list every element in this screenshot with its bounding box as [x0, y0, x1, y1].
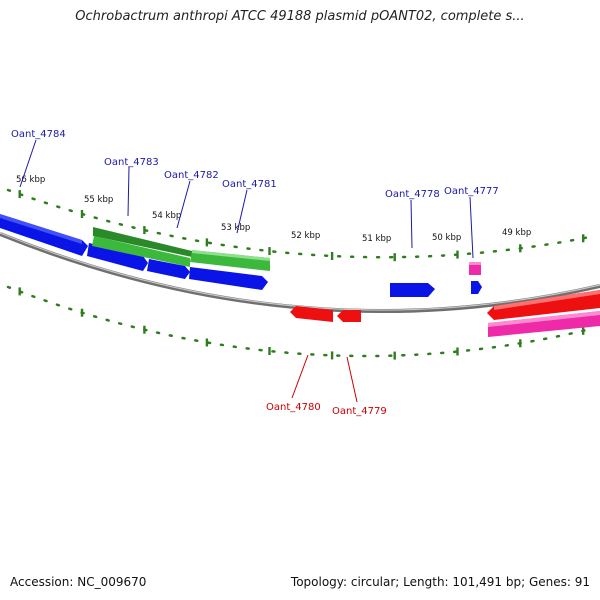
- scale-label-50kbp: 50 kbp: [432, 233, 461, 243]
- gene-oant-4784-shade: [0, 214, 82, 244]
- outer-major-tick: [456, 250, 459, 259]
- callout-line-4783: [127, 166, 130, 217]
- gene-label-oant-4784[interactable]: Oant_4784: [11, 129, 66, 140]
- scale-label-56kbp: 56 kbp: [16, 175, 45, 185]
- outer-major-tick: [582, 234, 585, 243]
- scale-label-49kbp: 49 kbp: [502, 228, 531, 238]
- gene-labels: Oant_4784 Oant_4783 Oant_4782 Oant_4781 …: [11, 129, 499, 417]
- scale-label-55kbp: 55 kbp: [84, 195, 113, 205]
- gene-oant-4781-arrow[interactable]: [189, 267, 268, 290]
- callout-line-4777: [469, 196, 474, 259]
- outer-major-tick: [143, 226, 146, 235]
- gene-oant-4780-arrow[interactable]: [290, 306, 333, 322]
- outer-major-tick: [330, 252, 334, 260]
- map-title: Ochrobactrum anthropi ATCC 49188 plasmid…: [75, 9, 525, 24]
- gene-oant-4782-arrow-green[interactable]: [92, 236, 190, 267]
- gene-oant-4779-arrow[interactable]: [337, 310, 361, 322]
- inner-major-tick: [205, 338, 209, 347]
- scale-label-52kbp: 52 kbp: [291, 231, 320, 241]
- inner-major-tick: [582, 326, 585, 335]
- gene-label-oant-4783[interactable]: Oant_4783: [104, 157, 159, 168]
- inner-major-tick: [143, 325, 146, 334]
- gene-label-oant-4781[interactable]: Oant_4781: [222, 179, 277, 190]
- gene-oant-4782-arrow[interactable]: [147, 259, 190, 279]
- inner-major-tick: [330, 351, 334, 360]
- reverse-strand-features: [290, 290, 600, 337]
- outer-major-tick: [80, 210, 84, 218]
- inner-major-tick: [80, 308, 84, 317]
- gene-oant-4777-arrow[interactable]: [471, 281, 482, 294]
- outer-scale-ring: [6, 188, 597, 259]
- inner-major-tick: [268, 347, 271, 355]
- gene-oant-4778-arrow[interactable]: [390, 283, 435, 297]
- gene-oant-4783-arrow[interactable]: [87, 243, 148, 271]
- inner-major-tick: [519, 339, 522, 348]
- inner-major-tick: [393, 351, 396, 360]
- gene-oant-4781-arrow-green-highlight: [192, 250, 270, 261]
- scale-label-53kbp: 53 kbp: [221, 223, 250, 233]
- callout-line-4781: [236, 189, 248, 234]
- outer-major-tick: [393, 253, 396, 262]
- gene-label-oant-4779[interactable]: Oant_4779: [332, 406, 387, 417]
- gene-label-oant-4777[interactable]: Oant_4777: [444, 186, 499, 197]
- topology-summary: Topology: circular; Length: 101,491 bp; …: [290, 575, 590, 589]
- accession-label: Accession: NC_009670: [10, 575, 147, 589]
- callout-line-4779: [346, 356, 358, 403]
- scale-label-54kbp: 54 kbp: [152, 211, 181, 221]
- gene-oant-4781-arrow-green[interactable]: [190, 250, 270, 271]
- scale-labels: 56 kbp 55 kbp 54 kbp 53 kbp 52 kbp 51 kb…: [16, 175, 531, 244]
- outer-major-tick: [205, 238, 209, 247]
- outer-major-tick: [18, 190, 21, 199]
- outer-major-tick: [268, 247, 271, 256]
- gene-label-oant-4780[interactable]: Oant_4780: [266, 402, 321, 413]
- gene-right-red-arrow-highlight: [494, 290, 600, 310]
- inner-major-tick: [456, 347, 459, 356]
- plasmid-backbone-highlight: [0, 232, 600, 311]
- gene-oant-4777-pink-box-highlight: [469, 262, 481, 265]
- outer-major-tick: [519, 244, 522, 253]
- gene-oant-4783-arrow-green[interactable]: [93, 227, 192, 257]
- callout-line-4782: [176, 180, 191, 229]
- callout-line-4780: [291, 354, 309, 399]
- callout-lines: [19, 139, 474, 403]
- scale-label-51kbp: 51 kbp: [362, 234, 391, 244]
- callout-line-4784: [19, 139, 37, 188]
- callout-line-4778: [410, 199, 413, 249]
- gene-oant-4777-pink-box[interactable]: [469, 262, 481, 275]
- gene-right-pink-band-highlight: [488, 311, 600, 327]
- inner-major-tick: [18, 287, 21, 296]
- gene-label-oant-4782[interactable]: Oant_4782: [164, 170, 219, 181]
- forward-strand-features: [0, 214, 482, 297]
- gene-label-oant-4778[interactable]: Oant_4778: [385, 189, 440, 200]
- tick-marks: [18, 190, 585, 360]
- inner-scale-ring: [6, 285, 597, 358]
